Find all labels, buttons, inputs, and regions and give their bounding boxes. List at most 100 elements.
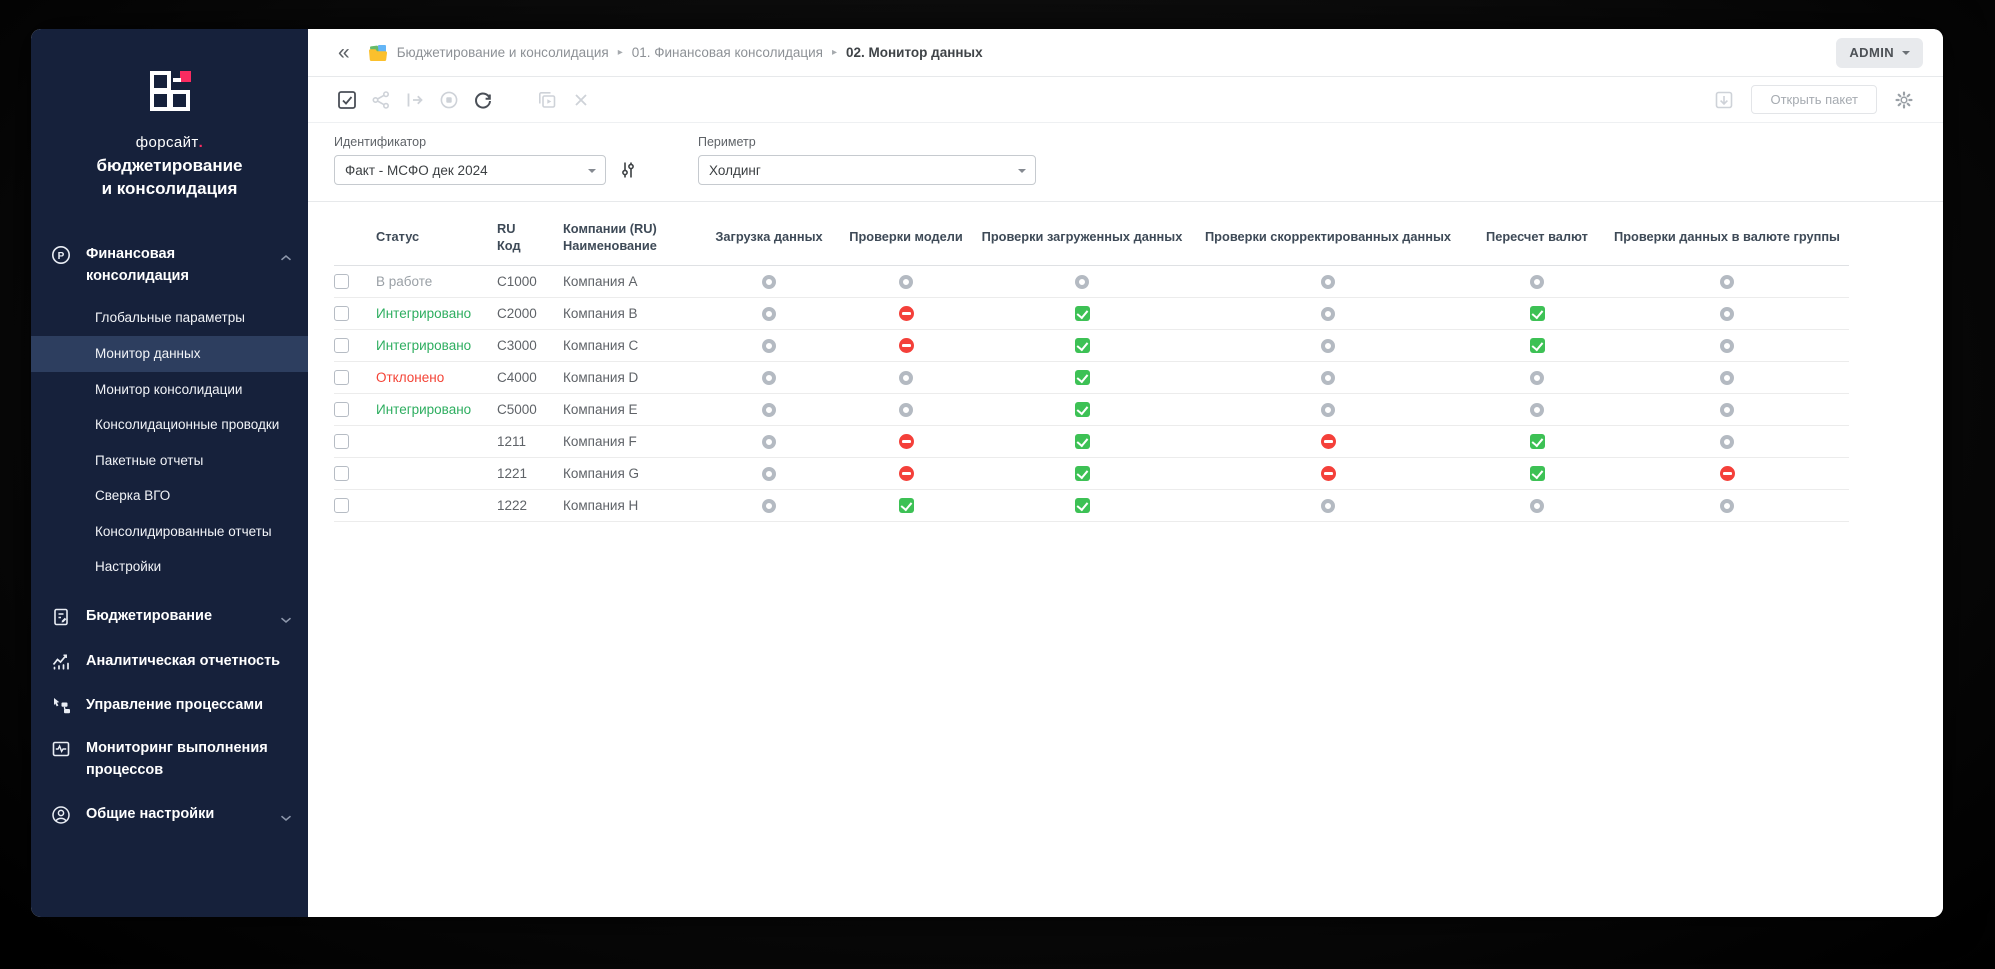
- row-checkbox[interactable]: [334, 434, 349, 449]
- check-ok-icon: [1074, 434, 1090, 449]
- row-checkbox[interactable]: [334, 498, 349, 513]
- sidebar-subitem[interactable]: Глобальные параметры: [95, 310, 245, 326]
- table-row: 1211 Компания F: [334, 426, 1849, 458]
- row-checkbox[interactable]: [334, 402, 349, 417]
- toolbar-right: Открыть пакет: [1711, 85, 1917, 114]
- brand-product-name: бюджетирование и консолидация: [96, 156, 243, 198]
- check-pending-icon: [1720, 370, 1734, 385]
- refresh-icon[interactable]: [470, 87, 496, 113]
- check-pending-icon: [1321, 274, 1335, 289]
- row-code: C5000: [497, 402, 537, 417]
- sidebar-item-process-monitoring[interactable]: Мониторинг выполнения процессов: [31, 727, 308, 793]
- breadcrumb: Бюджетирование и консолидация ▸ 01. Фина…: [368, 44, 983, 62]
- row-code: C2000: [497, 306, 537, 321]
- sidebar-subitem[interactable]: Консолидированные отчеты: [95, 523, 272, 539]
- table-body: В работе C1000 Компания A Интегрировано …: [334, 266, 1849, 522]
- gear-icon[interactable]: [1891, 87, 1917, 113]
- row-company-name: Компания G: [563, 466, 640, 481]
- row-checkbox[interactable]: [334, 274, 349, 289]
- row-checkbox[interactable]: [334, 466, 349, 481]
- svg-text:P: P: [58, 251, 65, 262]
- row-company-name: Компания C: [563, 338, 639, 353]
- sidebar-item-process-management[interactable]: Управление процессами: [31, 684, 308, 728]
- table-header-row: Статус RU Код Компании (RU) Наименование За…: [334, 214, 1849, 266]
- check-error-icon: [1320, 434, 1336, 449]
- breadcrumb-separator-icon: ▸: [617, 47, 623, 58]
- check-pending-icon: [1530, 274, 1544, 289]
- sidebar-subitem[interactable]: Настройки: [95, 559, 162, 575]
- check-pending-icon: [1321, 402, 1335, 417]
- sidebar-item-general-settings[interactable]: Общие настройки: [31, 793, 308, 838]
- identifier-value: Факт - МСФО дек 2024: [345, 162, 488, 178]
- sidebar-subnav-financial-consolidation: Глобальные параметры Монитор данных Монито…: [31, 298, 308, 595]
- brand-wordmark: форсайт.: [135, 134, 204, 151]
- sidebar-item-budgeting[interactable]: Бюджетирование: [31, 595, 308, 640]
- check-pending-icon: [1720, 338, 1734, 353]
- check-pending-icon: [899, 402, 913, 417]
- identifier-select[interactable]: Факт - МСФО дек 2024: [334, 155, 606, 185]
- check-ok-icon: [1529, 338, 1545, 353]
- check-ok-icon: [1074, 338, 1090, 353]
- row-checkbox[interactable]: [334, 338, 349, 353]
- row-checkbox[interactable]: [334, 370, 349, 385]
- check-pending-icon: [762, 306, 776, 321]
- row-code: 1222: [497, 498, 528, 513]
- user-circle-icon: [51, 805, 73, 825]
- sidebar-item-financial-consolidation[interactable]: P Финансовая консолидация: [31, 233, 308, 299]
- top-bar: « Бюджетирование и консолидация ▸ 01. Фи…: [308, 29, 1943, 77]
- sidebar-subitem[interactable]: Сверка ВГО: [95, 488, 171, 504]
- row-company-name: Компания A: [563, 274, 638, 289]
- column-header: Проверки данных в валюте группы: [1614, 229, 1840, 245]
- row-company-name: Компания F: [563, 434, 637, 449]
- perimeter-select[interactable]: Холдинг: [698, 155, 1036, 185]
- select-checkbox-icon[interactable]: [334, 87, 360, 113]
- export-arrow-icon: [402, 87, 428, 113]
- open-in-window-icon: [534, 87, 560, 113]
- row-status: В работе: [376, 274, 433, 289]
- check-pending-icon: [1720, 306, 1734, 321]
- close-icon: [568, 87, 594, 113]
- table-row: Интегрировано C3000 Компания C: [334, 330, 1849, 362]
- check-pending-icon: [762, 370, 776, 385]
- column-header: Проверки загруженных данных: [981, 229, 1183, 245]
- sidebar-subitem[interactable]: Консолидационные проводки: [95, 417, 280, 433]
- check-pending-icon: [1321, 370, 1335, 385]
- row-checkbox[interactable]: [334, 306, 349, 321]
- check-error-icon: [898, 466, 914, 481]
- user-menu-button[interactable]: ADMIN: [1836, 37, 1923, 68]
- sidebar: форсайт. бюджетирование и консолидация P…: [31, 29, 308, 917]
- app-window: форсайт. бюджетирование и консолидация P…: [31, 29, 1943, 917]
- check-ok-icon: [1074, 402, 1090, 417]
- sidebar-subitem[interactable]: Пакетные отчеты: [95, 452, 204, 468]
- check-pending-icon: [762, 274, 776, 289]
- check-ok-icon: [1074, 370, 1090, 385]
- open-package-button: Открыть пакет: [1751, 85, 1877, 114]
- check-pending-icon: [1530, 402, 1544, 417]
- column-header: Компании (RU) Наименование: [563, 220, 657, 253]
- row-status: Интегрировано: [376, 306, 472, 321]
- column-header: Загрузка данных: [715, 229, 823, 245]
- table-row: Интегрировано C5000 Компания E: [334, 394, 1849, 426]
- check-pending-icon: [1321, 338, 1335, 353]
- sidebar-subitem[interactable]: Монитор данных: [31, 335, 308, 372]
- sidebar-item-analytics-reporting[interactable]: Аналитическая отчетность: [31, 640, 308, 684]
- row-code: C3000: [497, 338, 537, 353]
- brand-logo: форсайт. бюджетирование и консолидация: [31, 29, 308, 225]
- breadcrumb-item-current: 02. Монитор данных: [846, 45, 983, 60]
- breadcrumb-item[interactable]: 01. Финансовая консолидация: [631, 45, 823, 60]
- perimeter-value: Холдинг: [709, 162, 761, 178]
- column-header: Проверки модели: [849, 229, 963, 245]
- check-pending-icon: [762, 434, 776, 449]
- stop-record-icon: [436, 87, 462, 113]
- collapse-sidebar-icon[interactable]: «: [338, 41, 350, 64]
- check-ok-icon: [1529, 434, 1545, 449]
- perimeter-filter: Периметр Холдинг: [698, 135, 1036, 185]
- chevron-up-icon: [280, 249, 292, 267]
- chevron-down-icon: [280, 611, 292, 629]
- check-pending-icon: [899, 274, 913, 289]
- check-pending-icon: [1720, 498, 1734, 513]
- breadcrumb-item[interactable]: Бюджетирование и консолидация: [396, 45, 609, 60]
- sidebar-subitem[interactable]: Монитор консолидации: [95, 381, 243, 397]
- table-row: 1221 Компания G: [334, 458, 1849, 490]
- filter-settings-icon[interactable]: [618, 160, 638, 180]
